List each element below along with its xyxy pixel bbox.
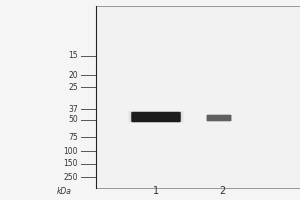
Text: 150: 150 bbox=[64, 160, 78, 168]
FancyBboxPatch shape bbox=[128, 111, 184, 123]
Text: 75: 75 bbox=[68, 132, 78, 142]
FancyBboxPatch shape bbox=[207, 115, 232, 121]
Text: 20: 20 bbox=[68, 71, 78, 79]
Text: 1: 1 bbox=[153, 186, 159, 196]
Text: 15: 15 bbox=[68, 51, 78, 60]
Text: 100: 100 bbox=[64, 146, 78, 156]
FancyBboxPatch shape bbox=[131, 112, 181, 122]
Text: 250: 250 bbox=[64, 172, 78, 182]
Bar bbox=[96, 6, 300, 188]
Text: 50: 50 bbox=[68, 116, 78, 124]
Text: 37: 37 bbox=[68, 104, 78, 114]
FancyBboxPatch shape bbox=[131, 112, 182, 122]
FancyBboxPatch shape bbox=[130, 111, 182, 123]
Text: kDa: kDa bbox=[57, 186, 72, 196]
Text: 25: 25 bbox=[68, 83, 78, 92]
Text: 2: 2 bbox=[219, 186, 225, 196]
